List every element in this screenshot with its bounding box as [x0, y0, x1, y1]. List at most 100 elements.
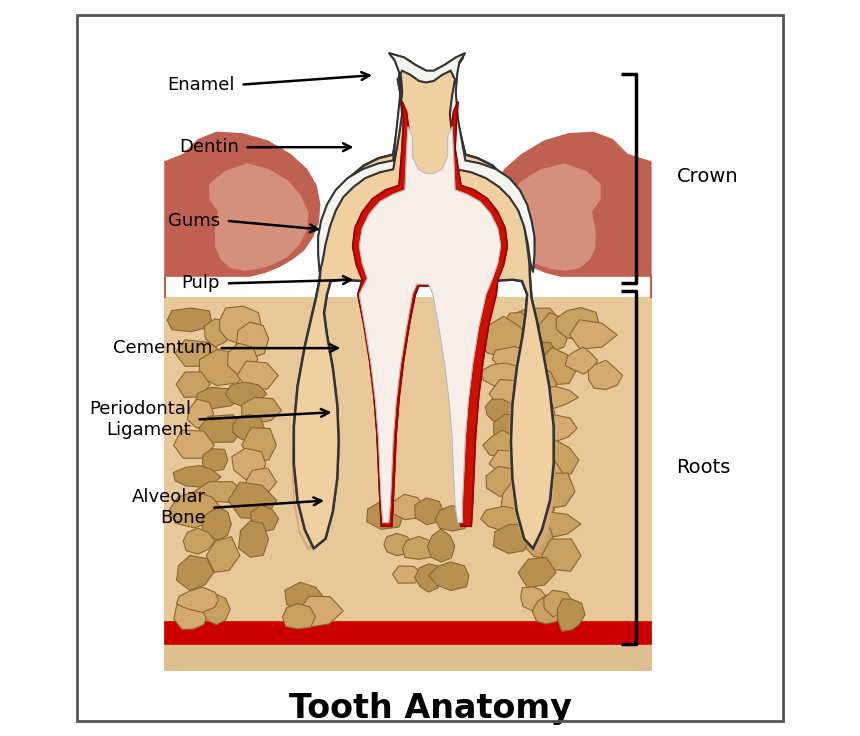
Text: Gums: Gums	[168, 212, 220, 230]
Polygon shape	[187, 399, 213, 428]
Polygon shape	[393, 566, 424, 583]
Polygon shape	[238, 521, 268, 557]
Polygon shape	[533, 440, 579, 480]
Polygon shape	[482, 431, 520, 457]
Polygon shape	[494, 414, 529, 442]
Polygon shape	[246, 468, 276, 495]
Polygon shape	[175, 340, 224, 367]
Polygon shape	[531, 512, 581, 538]
Polygon shape	[165, 298, 651, 622]
Polygon shape	[521, 425, 552, 464]
Polygon shape	[510, 308, 560, 335]
Polygon shape	[232, 448, 266, 479]
Polygon shape	[526, 394, 555, 433]
Polygon shape	[200, 350, 248, 386]
Polygon shape	[588, 361, 623, 389]
Polygon shape	[429, 562, 469, 590]
Polygon shape	[540, 347, 578, 385]
Polygon shape	[242, 397, 281, 423]
Text: Enamel: Enamel	[168, 76, 235, 93]
Polygon shape	[165, 298, 651, 670]
Text: Alveolar
Bone: Alveolar Bone	[132, 489, 206, 527]
Polygon shape	[486, 467, 525, 496]
Polygon shape	[538, 473, 575, 509]
Polygon shape	[202, 449, 228, 471]
Polygon shape	[219, 306, 261, 345]
Polygon shape	[250, 505, 279, 532]
Polygon shape	[415, 564, 441, 592]
Polygon shape	[359, 127, 501, 523]
Polygon shape	[204, 319, 231, 347]
Polygon shape	[167, 308, 212, 332]
Polygon shape	[237, 361, 279, 389]
Polygon shape	[199, 414, 243, 442]
Polygon shape	[489, 380, 532, 408]
Polygon shape	[525, 522, 554, 558]
Polygon shape	[236, 322, 268, 359]
Polygon shape	[194, 481, 244, 503]
Polygon shape	[556, 308, 599, 341]
Polygon shape	[242, 428, 276, 460]
Polygon shape	[353, 102, 507, 526]
Polygon shape	[532, 595, 562, 624]
Polygon shape	[285, 582, 324, 614]
Polygon shape	[435, 506, 470, 531]
Polygon shape	[173, 466, 221, 487]
Polygon shape	[538, 313, 569, 353]
Text: Pulp: Pulp	[181, 275, 220, 292]
Polygon shape	[526, 386, 578, 408]
Polygon shape	[481, 506, 528, 531]
Polygon shape	[482, 316, 531, 358]
Polygon shape	[544, 590, 574, 617]
Polygon shape	[176, 556, 213, 590]
Polygon shape	[490, 132, 651, 298]
Polygon shape	[165, 622, 651, 644]
Polygon shape	[543, 415, 577, 442]
Polygon shape	[209, 163, 309, 271]
Polygon shape	[174, 430, 214, 459]
Polygon shape	[489, 450, 537, 476]
Polygon shape	[169, 492, 223, 528]
Polygon shape	[165, 132, 320, 298]
Polygon shape	[195, 387, 243, 409]
Text: Tooth Anatomy: Tooth Anatomy	[289, 692, 571, 724]
Polygon shape	[318, 53, 535, 272]
Polygon shape	[294, 55, 554, 548]
Polygon shape	[206, 537, 240, 573]
Polygon shape	[228, 482, 277, 520]
Polygon shape	[542, 539, 581, 571]
Polygon shape	[569, 320, 617, 349]
Text: Crown: Crown	[677, 167, 738, 186]
Polygon shape	[402, 537, 438, 559]
Polygon shape	[557, 599, 585, 631]
Text: Periodontal
Ligament: Periodontal Ligament	[89, 400, 191, 439]
Polygon shape	[427, 529, 455, 562]
Polygon shape	[393, 495, 426, 520]
Polygon shape	[384, 534, 414, 556]
Polygon shape	[176, 372, 210, 397]
Polygon shape	[485, 399, 513, 422]
Polygon shape	[318, 53, 535, 272]
Polygon shape	[176, 587, 218, 612]
Polygon shape	[565, 347, 598, 374]
Polygon shape	[520, 587, 546, 611]
Polygon shape	[492, 347, 541, 372]
Polygon shape	[366, 501, 403, 529]
Polygon shape	[501, 483, 530, 516]
Polygon shape	[298, 596, 343, 627]
Polygon shape	[523, 342, 558, 364]
Text: Dentin: Dentin	[179, 138, 238, 156]
Polygon shape	[519, 557, 556, 587]
Polygon shape	[292, 294, 339, 551]
Polygon shape	[174, 597, 208, 629]
Text: Roots: Roots	[677, 458, 731, 477]
Polygon shape	[183, 528, 215, 554]
Polygon shape	[516, 492, 555, 528]
Polygon shape	[509, 294, 555, 551]
Polygon shape	[359, 127, 501, 523]
Polygon shape	[353, 102, 507, 526]
Polygon shape	[225, 382, 267, 408]
Polygon shape	[165, 637, 651, 670]
Text: Cementum: Cementum	[114, 339, 213, 357]
Polygon shape	[202, 595, 230, 625]
